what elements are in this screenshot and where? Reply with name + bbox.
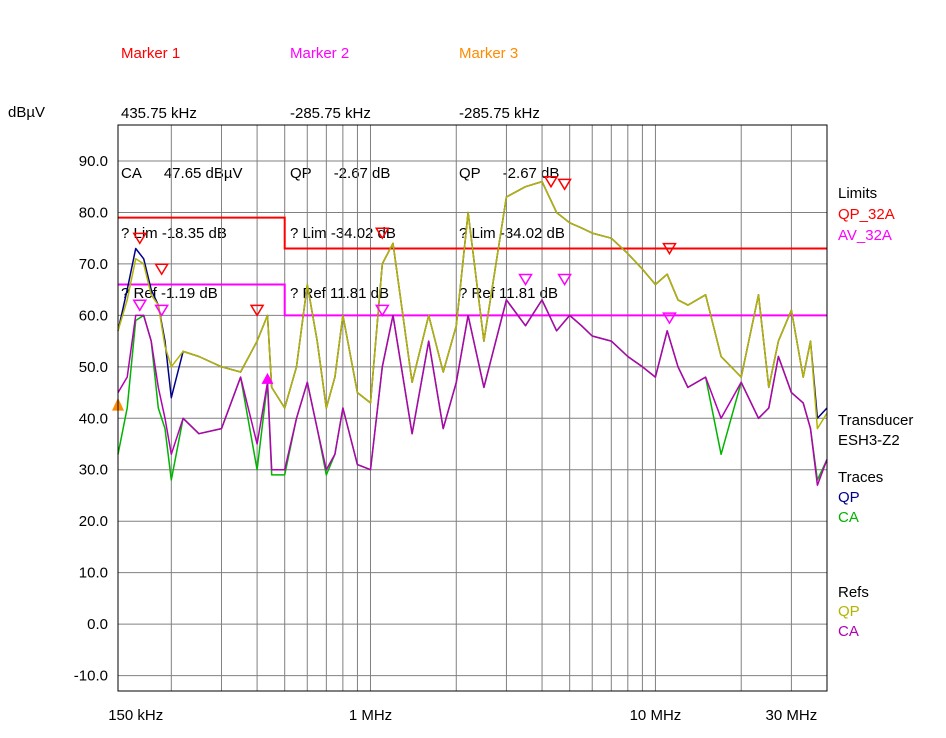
- trace-lines: [117, 180, 828, 486]
- legend-transducer-title: Transducer: [838, 412, 914, 429]
- marker-2-detector: QP: [290, 165, 312, 182]
- marker-2-value-row: QP -2.67 dB: [290, 164, 396, 184]
- legend-ref-qp: QP: [838, 603, 860, 620]
- y-tick-label: 60.0: [79, 307, 108, 324]
- ref-ca-line: [117, 299, 828, 486]
- y-tick-label: 10.0: [79, 565, 108, 582]
- marker-1-symbol: [261, 372, 274, 384]
- x-tick-labels: 150 kHz 1 MHz 10 MHz 30 MHz: [108, 707, 817, 724]
- marker-3-lim: ? Lim -34.02 dB: [459, 225, 565, 242]
- marker-3-ref: ? Ref 11.81 dB: [459, 285, 558, 302]
- qp-limit-marker: [249, 304, 265, 317]
- y-tick-label: -10.0: [74, 668, 108, 685]
- marker-1-title: Marker 1: [121, 45, 181, 62]
- marker-3-detector: QP: [459, 165, 481, 182]
- av-limit-marker: [132, 299, 148, 312]
- av-limit-marker: [154, 304, 169, 317]
- marker-3-title: Marker 3: [459, 45, 519, 62]
- legend-transducer-name: ESH3-Z2: [838, 432, 900, 449]
- ref-qp-line: [117, 180, 828, 430]
- av-limit-marker: [662, 312, 677, 325]
- marker-1-value-row: CA 47.65 dBµV: [121, 164, 243, 184]
- y-axis-unit: dBµV: [8, 104, 45, 121]
- marker-2-value: -2.67 dB: [333, 165, 391, 182]
- marker-2-title: Marker 2: [290, 45, 350, 62]
- qp-limit-marker: [154, 263, 169, 276]
- limit-line-QP_32A: [118, 216, 827, 250]
- marker-2-freq: -285.75 kHz: [290, 105, 371, 122]
- qp-limit-marker: [374, 227, 390, 240]
- grid: [118, 125, 827, 691]
- y-tick-labels: 90.0 80.0 70.0 60.0 50.0 40.0 30.0 20.0 10.0 0.0 -…: [74, 153, 108, 685]
- legend-limits-title: Limits: [838, 185, 878, 202]
- y-tick-label: 70.0: [79, 256, 108, 273]
- av-limit-marker: [557, 273, 572, 286]
- marker-1-block: Marker 1 435.75 kHz CA 47.65 dBµV ? Lim -…: [121, 4, 243, 324]
- marker-3-freq: -285.75 kHz: [459, 105, 540, 122]
- y-tick-label: 50.0: [79, 359, 108, 376]
- limit-line-AV_32A: [118, 283, 827, 317]
- y-tick-label: 40.0: [79, 410, 108, 427]
- legend-limit-av: AV_32A: [838, 227, 892, 244]
- y-tick-label: 20.0: [79, 513, 108, 530]
- av-limit-marker: [374, 304, 390, 317]
- marker-1-detector: CA: [121, 165, 142, 182]
- legend-ref-ca: CA: [838, 623, 859, 640]
- y-tick-label: 90.0: [79, 153, 108, 170]
- legend-limit-qp: QP_32A: [838, 206, 895, 223]
- y-tick-label: 80.0: [79, 204, 108, 221]
- y-tick-label: 30.0: [79, 462, 108, 479]
- marker-2-lim: ? Lim -34.02 dB: [290, 225, 396, 242]
- qp-limit-marker: [543, 175, 559, 189]
- legend-refs-title: Refs: [838, 584, 869, 601]
- x-tick-label: 1 MHz: [349, 707, 392, 724]
- marker-symbols: [112, 175, 677, 411]
- qp-limit-marker: [662, 242, 677, 256]
- x-tick-label: 150 kHz: [108, 707, 163, 724]
- limit-lines: [118, 216, 827, 317]
- marker-2-block: Marker 2 -285.75 kHz QP -2.67 dB ? Lim -3…: [290, 4, 396, 324]
- av-limit-marker: [518, 273, 533, 286]
- trace-ca-line: [117, 299, 828, 481]
- qp-limit-marker: [132, 232, 148, 245]
- marker-1-value: 47.65 dBµV: [163, 165, 243, 182]
- legend-trace-qp: QP: [838, 489, 860, 506]
- y-tick-label: 0.0: [87, 616, 108, 633]
- marker-3-block: Marker 3 -285.75 kHz QP -2.67 dB ? Lim -3…: [459, 4, 565, 324]
- x-tick-label: 10 MHz: [630, 707, 682, 724]
- marker-1-freq: 435.75 kHz: [121, 105, 197, 122]
- legend-trace-ca: CA: [838, 509, 859, 526]
- x-tick-label: 30 MHz: [766, 707, 818, 724]
- qp-limit-marker: [557, 178, 572, 191]
- legend-traces-title: Traces: [838, 469, 884, 486]
- marker-1-lim: ? Lim -18.35 dB: [121, 225, 227, 242]
- plot-frame: [117, 124, 828, 692]
